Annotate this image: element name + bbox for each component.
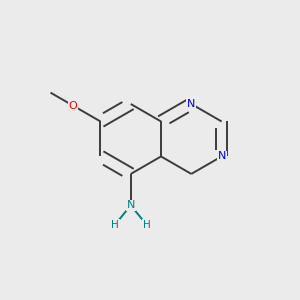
Text: H: H — [111, 220, 119, 230]
Text: O: O — [69, 101, 78, 111]
Text: N: N — [127, 200, 135, 210]
Text: N: N — [218, 152, 226, 161]
Text: N: N — [187, 99, 196, 109]
Text: H: H — [142, 220, 150, 230]
